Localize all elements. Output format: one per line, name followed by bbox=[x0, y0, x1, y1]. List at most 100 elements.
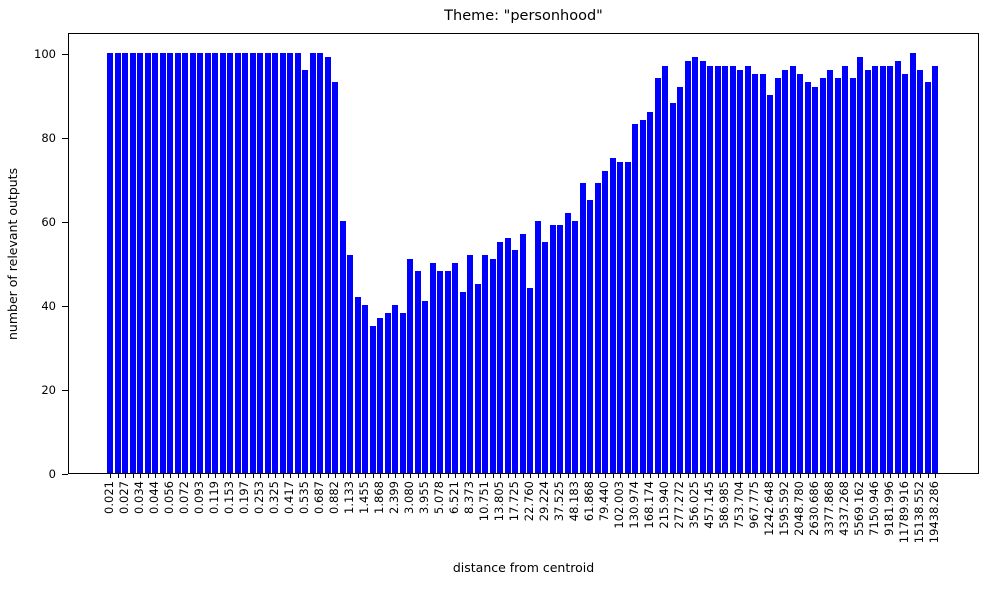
plot-area bbox=[68, 33, 979, 474]
bar bbox=[572, 221, 579, 473]
y-tick-mark bbox=[62, 389, 68, 391]
bar bbox=[309, 53, 316, 473]
x-tick-mark bbox=[380, 474, 382, 478]
y-tick-mark bbox=[62, 305, 68, 307]
bar bbox=[924, 82, 931, 473]
x-tick-mark bbox=[792, 474, 794, 478]
bar bbox=[789, 65, 796, 473]
bar bbox=[564, 212, 571, 473]
x-tick-mark bbox=[110, 474, 112, 478]
x-tick-label: 22.760 bbox=[522, 481, 537, 522]
x-tick-mark bbox=[665, 474, 667, 478]
x-tick-label: 4337.268 bbox=[837, 481, 852, 536]
x-tick-label: 0.044 bbox=[147, 481, 162, 514]
x-tick-label: 6.521 bbox=[447, 481, 462, 514]
bar bbox=[729, 65, 736, 473]
bar bbox=[804, 82, 811, 473]
x-tick-mark bbox=[672, 474, 674, 478]
x-tick-mark bbox=[237, 474, 239, 478]
bar bbox=[879, 65, 886, 473]
x-tick-label: 130.974 bbox=[627, 481, 642, 529]
x-tick-mark bbox=[440, 474, 442, 478]
bar bbox=[812, 86, 819, 473]
x-tick-mark bbox=[852, 474, 854, 478]
x-tick-mark bbox=[845, 474, 847, 478]
bar bbox=[227, 53, 234, 473]
bar bbox=[842, 65, 849, 473]
x-tick-mark bbox=[170, 474, 172, 478]
x-tick-mark bbox=[132, 474, 134, 478]
x-tick-mark bbox=[777, 474, 779, 478]
x-tick-mark bbox=[807, 474, 809, 478]
y-axis-label: number of relevant outputs bbox=[5, 167, 20, 340]
x-tick-mark bbox=[875, 474, 877, 478]
bar bbox=[339, 221, 346, 473]
x-tick-mark bbox=[890, 474, 892, 478]
bar bbox=[219, 53, 226, 473]
bar bbox=[557, 225, 564, 473]
y-tick-label: 40 bbox=[41, 299, 56, 313]
bar bbox=[242, 53, 249, 473]
x-tick-mark bbox=[297, 474, 299, 478]
y-tick-label: 20 bbox=[41, 383, 56, 397]
x-tick-label: 13.805 bbox=[492, 481, 507, 522]
bar bbox=[932, 65, 939, 473]
x-tick-mark bbox=[335, 474, 337, 478]
bar bbox=[534, 221, 541, 473]
bar bbox=[129, 53, 136, 473]
x-tick-mark bbox=[342, 474, 344, 478]
x-tick-mark bbox=[860, 474, 862, 478]
bar bbox=[489, 258, 496, 473]
bar bbox=[294, 53, 301, 473]
bar bbox=[159, 53, 166, 473]
x-tick-mark bbox=[200, 474, 202, 478]
x-tick-label: 168.174 bbox=[642, 481, 657, 529]
bar bbox=[632, 124, 639, 473]
x-tick-mark bbox=[507, 474, 509, 478]
x-tick-mark bbox=[207, 474, 209, 478]
x-tick-label: 0.417 bbox=[282, 481, 297, 514]
x-tick-label: 1242.648 bbox=[762, 481, 777, 536]
x-tick-mark bbox=[882, 474, 884, 478]
x-tick-label: 0.072 bbox=[177, 481, 192, 514]
bar bbox=[819, 78, 826, 473]
x-tick-label: 17.725 bbox=[507, 481, 522, 522]
y-tick-mark bbox=[62, 137, 68, 139]
x-tick-mark bbox=[350, 474, 352, 478]
x-tick-mark bbox=[582, 474, 584, 478]
x-tick-label: 457.145 bbox=[702, 481, 717, 529]
x-tick-mark bbox=[492, 474, 494, 478]
x-tick-mark bbox=[372, 474, 374, 478]
x-tick-label: 0.882 bbox=[327, 481, 342, 514]
x-tick-label: 5.078 bbox=[432, 481, 447, 514]
x-tick-label: 79.440 bbox=[597, 481, 612, 522]
bar bbox=[474, 284, 481, 473]
x-tick-label: 0.325 bbox=[267, 481, 282, 514]
bar bbox=[519, 233, 526, 473]
x-tick-label: 0.153 bbox=[222, 481, 237, 514]
bar bbox=[669, 103, 676, 473]
x-tick-label: 277.272 bbox=[672, 481, 687, 529]
x-tick-label: 0.253 bbox=[252, 481, 267, 514]
bar bbox=[917, 69, 924, 473]
bar bbox=[909, 53, 916, 473]
x-tick-mark bbox=[117, 474, 119, 478]
bar bbox=[512, 250, 519, 473]
x-tick-mark bbox=[185, 474, 187, 478]
x-tick-mark bbox=[605, 474, 607, 478]
x-tick-mark bbox=[897, 474, 899, 478]
y-tick-mark bbox=[62, 473, 68, 475]
x-tick-label: 0.535 bbox=[297, 481, 312, 514]
x-tick-label: 1.133 bbox=[342, 481, 357, 514]
x-tick-label: 19438.286 bbox=[927, 481, 942, 544]
bar bbox=[767, 95, 774, 473]
bar bbox=[587, 200, 594, 473]
x-tick-label: 8.373 bbox=[462, 481, 477, 514]
x-tick-mark bbox=[290, 474, 292, 478]
x-tick-mark bbox=[222, 474, 224, 478]
x-tick-mark bbox=[365, 474, 367, 478]
x-tick-label: 1.455 bbox=[357, 481, 372, 514]
bar bbox=[759, 74, 766, 473]
y-tick-mark bbox=[62, 53, 68, 55]
